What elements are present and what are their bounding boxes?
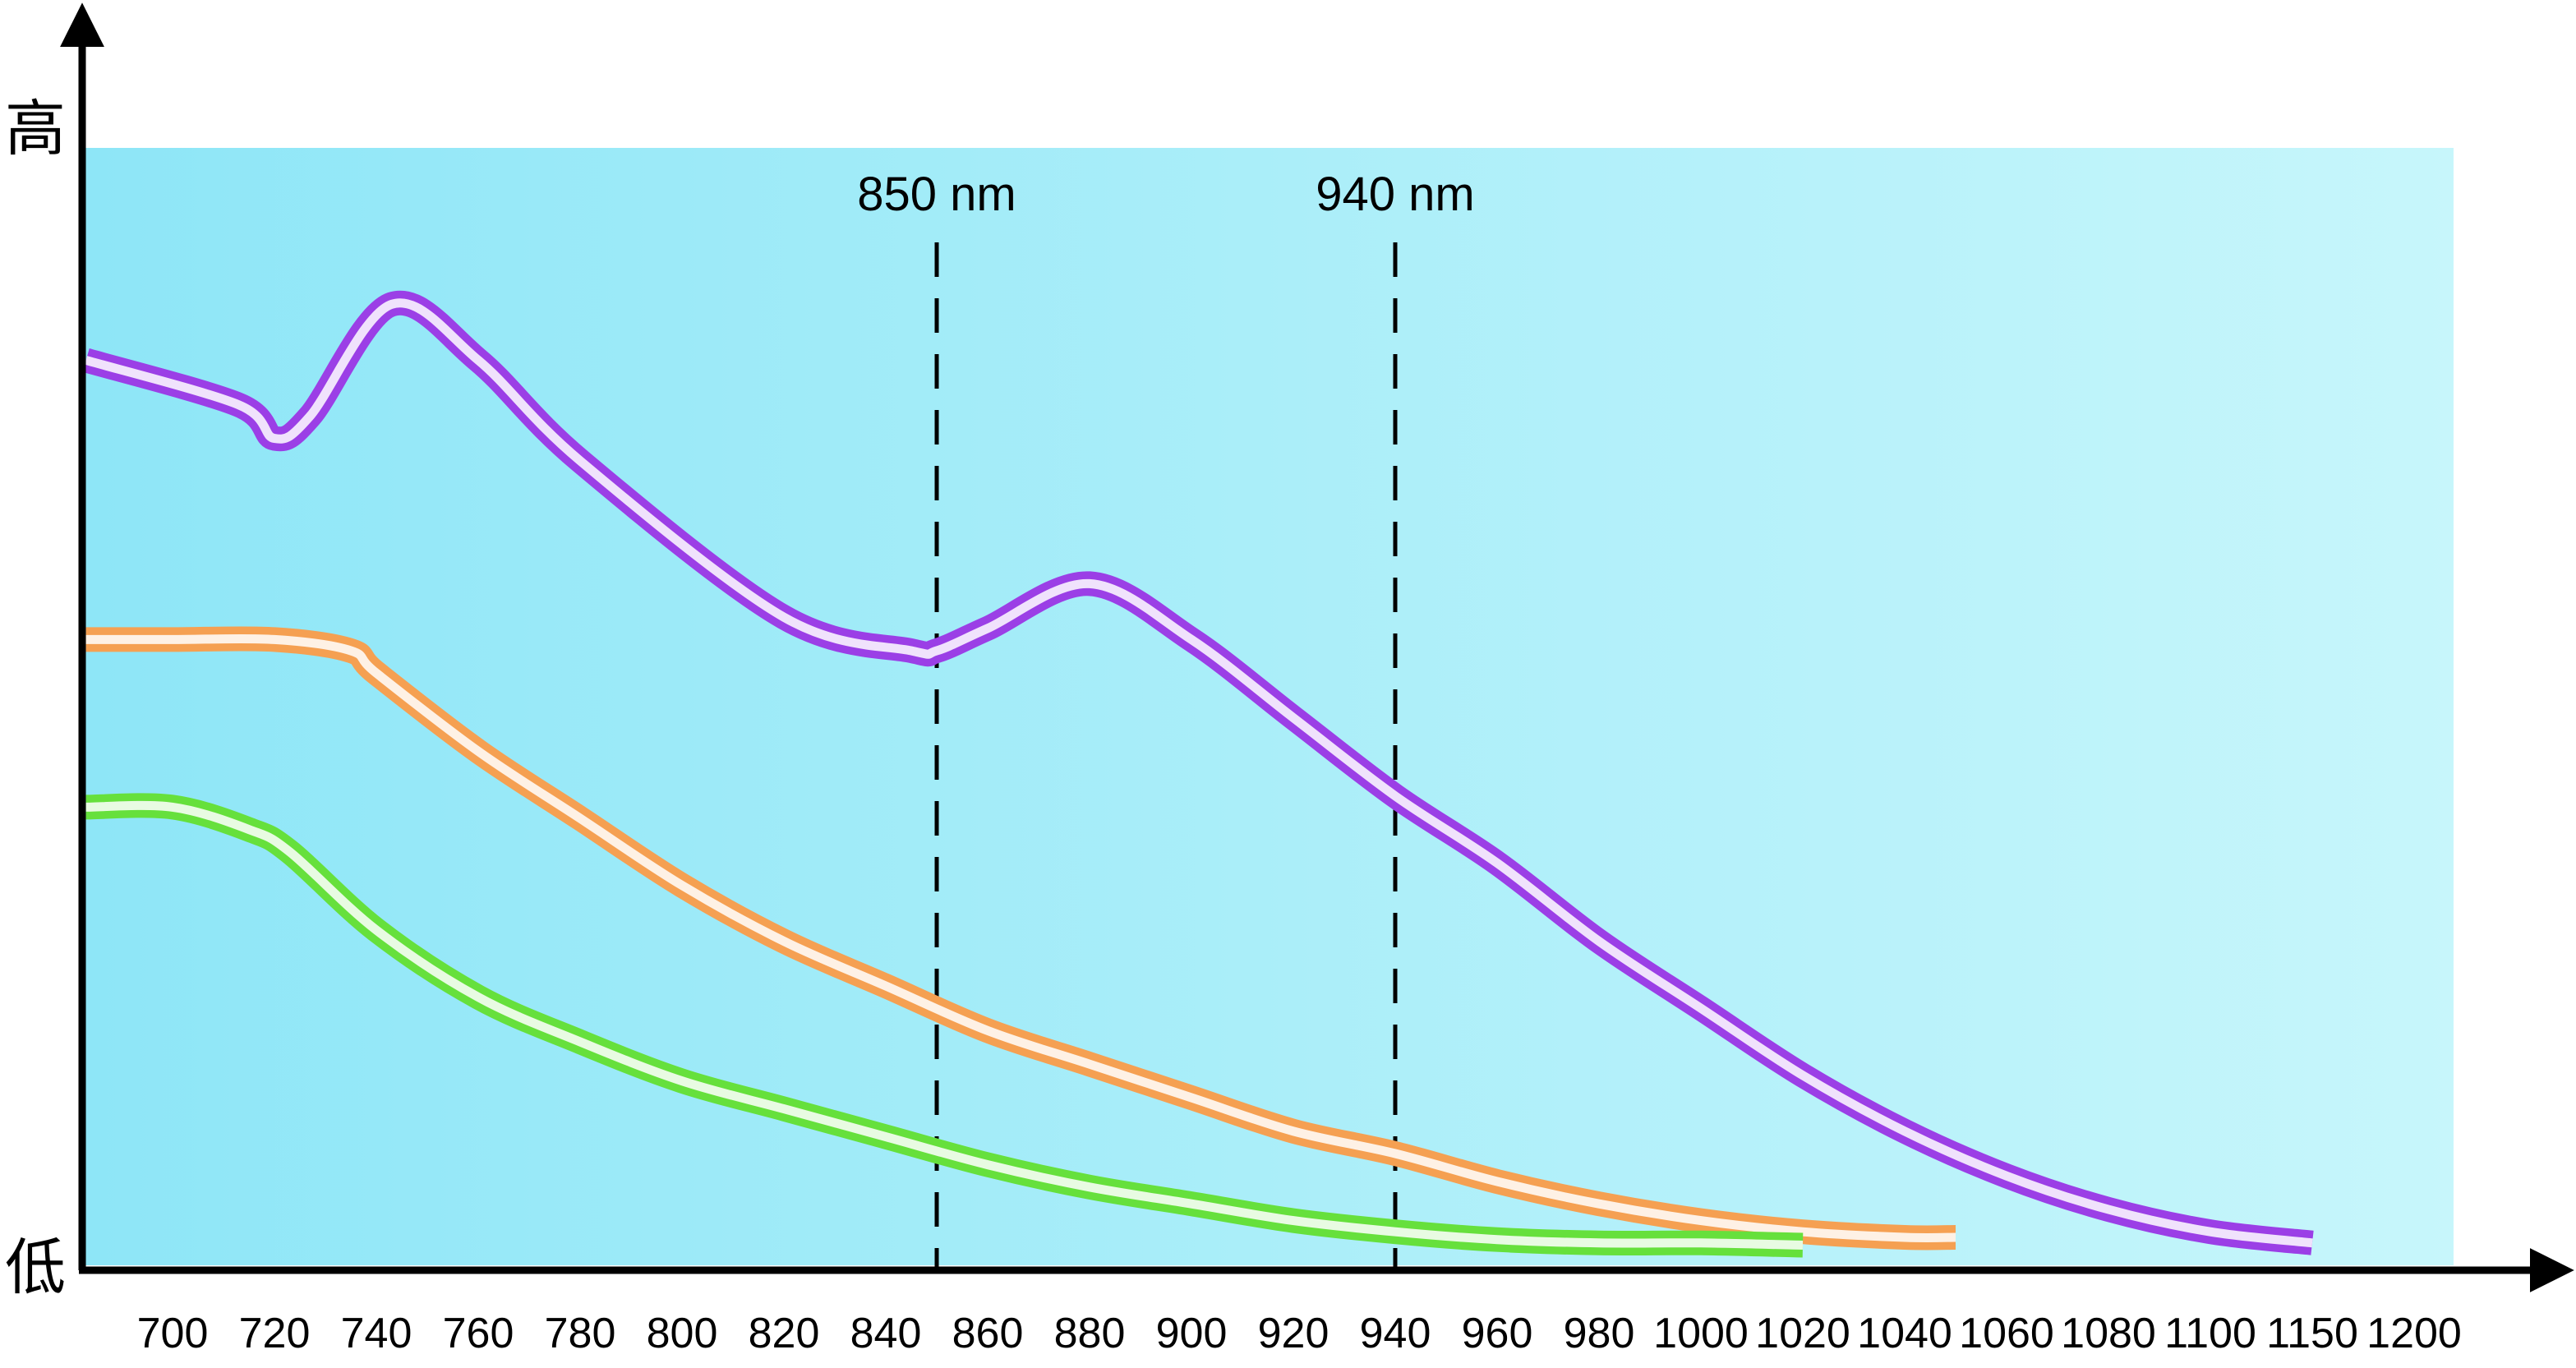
x-tick-label: 860 <box>952 1310 1024 1357</box>
x-tick-label: 1060 <box>1959 1310 2054 1357</box>
series-line-highlight <box>85 800 1804 1250</box>
x-tick-label: 940 <box>1360 1310 1431 1357</box>
series-lines <box>82 290 2314 1258</box>
x-tick-label: 1020 <box>1755 1310 1850 1357</box>
series-line-3 <box>85 793 1804 1258</box>
x-tick-label: 820 <box>749 1310 820 1357</box>
y-axis-bottom-label: 低 <box>5 1233 66 1301</box>
x-tick-label: 960 <box>1462 1310 1533 1357</box>
x-tick-label: 800 <box>647 1310 718 1357</box>
x-tick-label: 1150 <box>2266 1310 2358 1357</box>
x-tick-label: 760 <box>443 1310 514 1357</box>
x-tick-label: 1000 <box>1653 1310 1749 1357</box>
x-tick-label: 980 <box>1564 1310 1635 1357</box>
x-tick-label: 840 <box>850 1310 922 1357</box>
x-tick-label: 900 <box>1156 1310 1228 1357</box>
x-tick-label: 720 <box>239 1310 311 1357</box>
series-line-highlight <box>85 633 1956 1242</box>
series-line-2 <box>85 626 1956 1251</box>
x-tick-label: 1080 <box>2061 1310 2156 1357</box>
x-tick-label: 920 <box>1258 1310 1329 1357</box>
x-tick-label: 1040 <box>1857 1310 1952 1357</box>
reference-lines: 850 nm 940 nm <box>857 168 1475 1270</box>
x-tick-labels: 700 720 740 760 780 800 820 840 860 880 900 920 940 9… <box>137 1310 2462 1357</box>
x-tick-label: 1100 <box>2164 1310 2256 1357</box>
x-tick-label: 700 <box>137 1310 209 1357</box>
series-line-1 <box>82 290 2314 1255</box>
y-axis-top-label: 高 <box>5 94 66 163</box>
x-tick-label: 780 <box>545 1310 616 1357</box>
x-tick-label: 740 <box>341 1310 412 1357</box>
reference-line-label: 940 nm <box>1316 168 1474 221</box>
series-line-highlight <box>85 298 2313 1248</box>
reference-line-label: 850 nm <box>857 168 1016 221</box>
x-tick-label: 880 <box>1054 1310 1126 1357</box>
x-tick-label: 1200 <box>2366 1310 2462 1357</box>
